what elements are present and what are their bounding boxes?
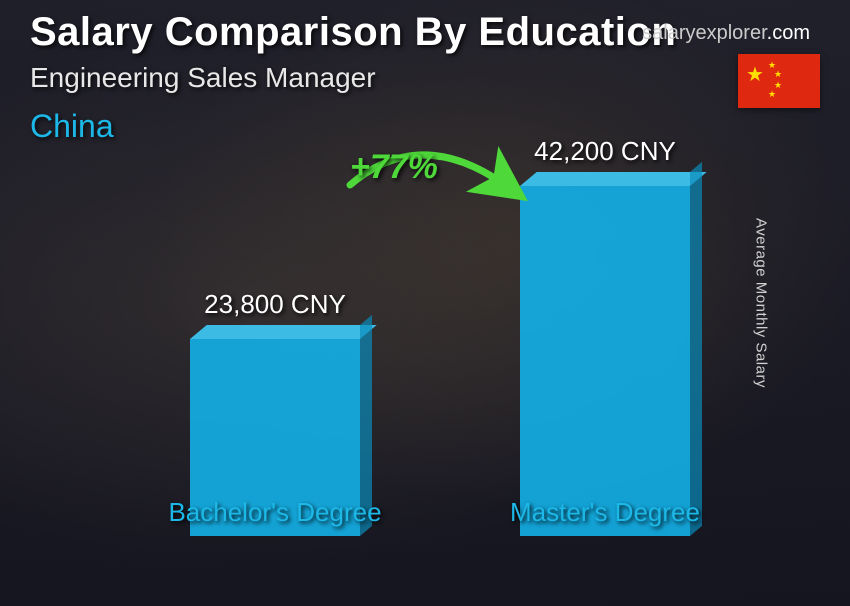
- flag-star-icon: ★: [774, 69, 782, 80]
- bar-value-label: 23,800 CNY: [204, 289, 346, 320]
- flag-star-icon: ★: [768, 89, 776, 100]
- bar-top-face: [520, 172, 707, 186]
- bar-category-label: Master's Degree: [510, 497, 700, 528]
- percent-increase-badge: +77%: [350, 148, 438, 187]
- country-label: China: [30, 108, 114, 145]
- bar-masters: 42,200 CNY: [520, 186, 690, 536]
- bar-front-face: [520, 186, 690, 536]
- brand-name: salaryexplorer: [642, 22, 767, 44]
- brand-suffix: .com: [767, 22, 810, 44]
- country-flag-icon: ★ ★ ★ ★ ★: [738, 54, 820, 108]
- bar-category-label: Bachelor's Degree: [168, 497, 381, 528]
- brand-watermark: salaryexplorer.com: [642, 22, 810, 45]
- bar-top-face: [190, 325, 377, 339]
- flag-star-icon: ★: [746, 62, 764, 87]
- job-title: Engineering Sales Manager: [30, 62, 376, 94]
- bar-value-label: 42,200 CNY: [534, 136, 676, 167]
- bar-side-face: [690, 162, 702, 536]
- page-title: Salary Comparison By Education: [30, 10, 676, 55]
- infographic-container: Salary Comparison By Education Engineeri…: [0, 0, 850, 606]
